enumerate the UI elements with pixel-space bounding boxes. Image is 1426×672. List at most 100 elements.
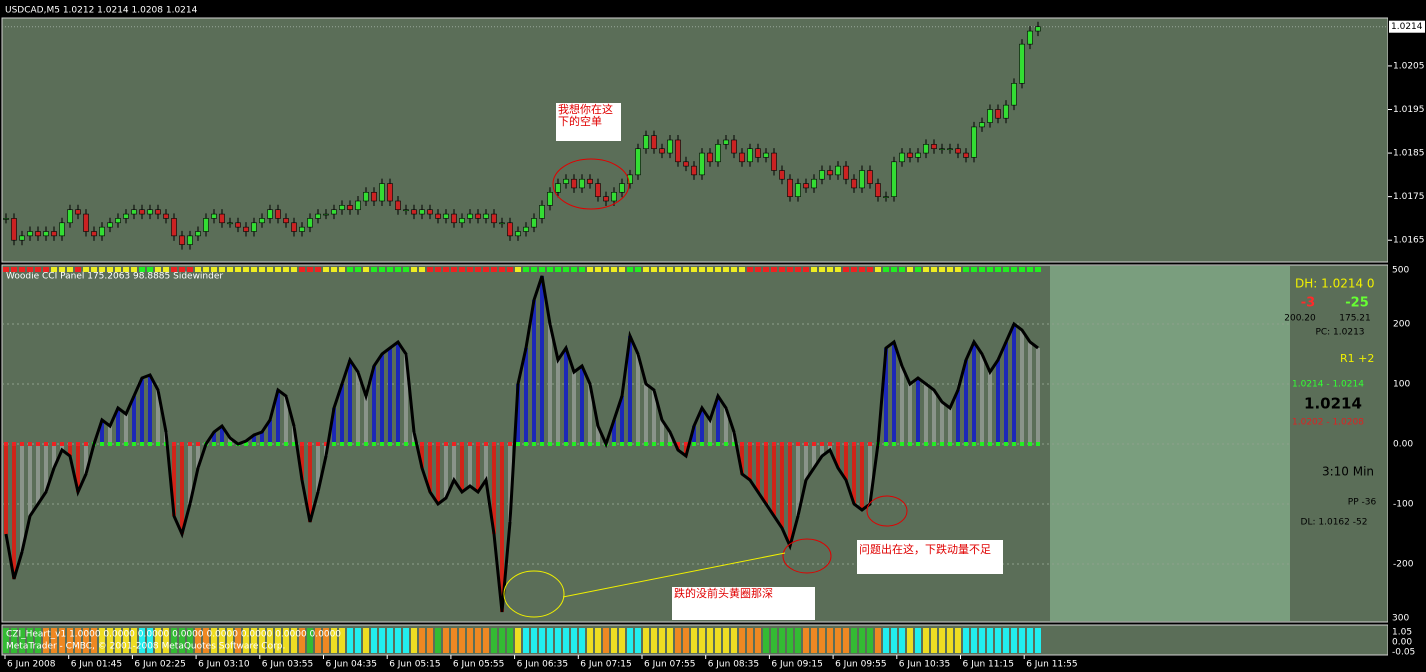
candle-body xyxy=(691,165,697,176)
cci-bar xyxy=(884,348,888,444)
heart-bar xyxy=(67,628,73,653)
cci-bar xyxy=(828,444,832,450)
cci-bar xyxy=(300,444,304,480)
candle-body xyxy=(907,152,913,158)
candle-body xyxy=(755,148,761,158)
heart-bar xyxy=(155,628,161,653)
trend-dot xyxy=(675,267,681,272)
trend-dot xyxy=(291,267,297,272)
cci-bar xyxy=(228,438,232,444)
cci-bar xyxy=(60,444,64,450)
heart-bar xyxy=(243,628,249,653)
candle-body xyxy=(515,231,521,237)
candle-body xyxy=(339,205,345,211)
candle-body xyxy=(747,148,753,163)
cci-bar xyxy=(212,432,216,444)
heart-bar xyxy=(131,628,137,653)
time-label: 6 Jun 06:35 xyxy=(517,660,568,670)
note-box xyxy=(556,103,621,141)
cci-bar xyxy=(140,378,144,444)
candle-body xyxy=(163,213,169,219)
zero-dot xyxy=(180,442,184,446)
cci-bar xyxy=(404,354,408,444)
cci-bar xyxy=(276,390,280,444)
cci-bar xyxy=(780,444,784,528)
trend-dot xyxy=(787,267,793,272)
zero-dot xyxy=(708,442,712,446)
cci-bar xyxy=(452,444,456,480)
trend-dot xyxy=(875,267,881,272)
cci-bar xyxy=(996,360,1000,444)
cci-bar xyxy=(148,375,152,444)
candle-body xyxy=(315,213,321,219)
candle-body xyxy=(531,218,537,228)
candle-body xyxy=(883,196,889,198)
zero-dot xyxy=(412,442,416,446)
heart-bar xyxy=(907,628,913,653)
zero-dot xyxy=(900,442,904,446)
heart-bar xyxy=(635,628,641,653)
candle-body xyxy=(891,161,897,197)
trend-dot xyxy=(259,267,265,272)
zero-dot xyxy=(924,442,928,446)
zero-dot xyxy=(972,442,976,446)
time-label: 6 Jun 2008 xyxy=(7,660,56,670)
trend-dot xyxy=(43,267,49,272)
zero-dot xyxy=(508,442,512,446)
zero-dot xyxy=(108,442,112,446)
zero-dot xyxy=(620,442,624,446)
candle-body xyxy=(675,139,681,163)
heart-bar xyxy=(1011,628,1017,653)
cci-bar xyxy=(964,360,968,444)
trend-dot xyxy=(595,267,601,272)
trend-dot xyxy=(51,267,57,272)
cci-bar xyxy=(516,384,520,444)
zero-dot xyxy=(220,442,224,446)
cci-tick-label: 100 xyxy=(1393,380,1410,390)
heart-bar xyxy=(419,628,425,653)
candle-body xyxy=(619,183,625,193)
cci-bar xyxy=(116,408,120,444)
cci-bar xyxy=(932,390,936,444)
candle-body xyxy=(427,209,433,215)
heart-bar xyxy=(819,628,825,653)
candle-body xyxy=(291,222,297,232)
trend-dot xyxy=(107,267,113,272)
cci-top-label: 500 xyxy=(1392,266,1409,276)
heart-bar xyxy=(763,628,769,653)
zero-dot xyxy=(1004,442,1008,446)
candle-body xyxy=(595,183,601,197)
candle-body xyxy=(195,231,201,237)
cci-bar xyxy=(340,384,344,444)
zero-dot xyxy=(700,442,704,446)
candle-body xyxy=(563,178,569,184)
cci-bar xyxy=(52,444,56,468)
zero-dot xyxy=(724,442,728,446)
price-axis xyxy=(1388,0,1426,672)
candle-body xyxy=(155,209,161,215)
time-label: 6 Jun 09:55 xyxy=(835,660,886,670)
cci-tick-label: -100 xyxy=(1393,500,1414,510)
candle-body xyxy=(179,235,185,245)
candle-body xyxy=(611,191,617,202)
heart-bar xyxy=(219,628,225,653)
zero-dot xyxy=(12,442,16,446)
heart-bar xyxy=(515,628,521,653)
candle-body xyxy=(811,178,817,189)
candle-body xyxy=(443,213,449,219)
zero-dot xyxy=(124,442,128,446)
heart-title: CZI_Heart_v1 1.0000 0.0000 0.0000 0.0000… xyxy=(6,630,341,640)
trend-dot xyxy=(803,267,809,272)
cci-bar xyxy=(44,444,48,492)
copyright: MetaTrader - CMBC, © 2001-2008 MetaQuote… xyxy=(6,642,285,652)
heart-bar xyxy=(779,628,785,653)
cci-bar xyxy=(524,348,528,444)
trend-dot xyxy=(587,267,593,272)
zero-dot xyxy=(132,442,136,446)
heart-bar xyxy=(547,628,553,653)
cci-bar xyxy=(972,342,976,444)
trend-dot xyxy=(667,267,673,272)
candle-body xyxy=(267,209,273,219)
heart-bar xyxy=(723,628,729,653)
candle-body xyxy=(827,170,833,176)
